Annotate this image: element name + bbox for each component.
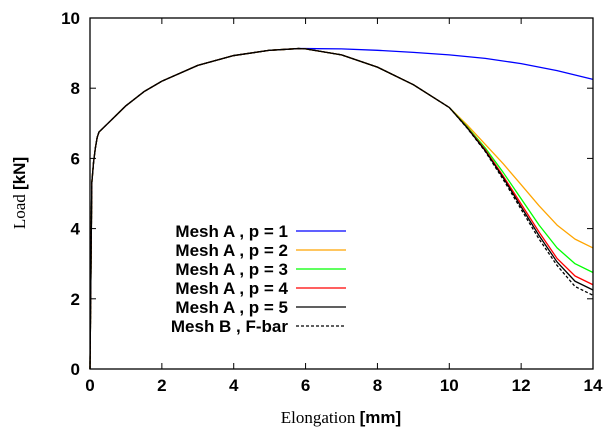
tick-layer: 0 2 4 6 8 10 12 14 0 2 4 6 8 10 <box>61 9 603 395</box>
series-line-6 <box>89 47 594 370</box>
x-tick-label: 8 <box>373 376 382 395</box>
plot-frame <box>89 17 594 370</box>
x-axis-label: Elongation [mm] <box>281 408 401 427</box>
y-tick-label: 8 <box>71 79 80 98</box>
legend-label-1: Mesh A , p = 1 <box>175 222 288 241</box>
legend-label-2: Mesh A , p = 2 <box>175 241 288 260</box>
y-axis-label-unit: [kN] <box>10 157 29 190</box>
y-tick-label: 4 <box>71 220 81 239</box>
y-axis-label-main: Load <box>10 194 29 229</box>
legend-label-3: Mesh A , p = 3 <box>175 260 288 279</box>
y-tick-label: 10 <box>61 9 80 28</box>
x-axis-label-unit: [mm] <box>360 408 402 427</box>
y-axis-label: Load [kN] <box>10 157 29 229</box>
x-tick-label: 4 <box>229 376 239 395</box>
legend-label-5: Mesh A , p = 5 <box>175 298 288 317</box>
y-tick-label: 0 <box>71 360 80 379</box>
y-tick-label: 6 <box>71 149 80 168</box>
legend-label-6: Mesh B , F-bar <box>171 317 289 336</box>
x-tick-label: 0 <box>85 376 94 395</box>
x-tick-label: 14 <box>584 376 603 395</box>
series-layer <box>89 47 594 370</box>
y-tick-label: 2 <box>71 290 80 309</box>
x-axis-label-main: Elongation <box>281 408 356 427</box>
x-tick-label: 12 <box>512 376 531 395</box>
x-tick-label: 2 <box>157 376 166 395</box>
legend-label-4: Mesh A , p = 4 <box>175 279 288 298</box>
x-tick-label: 6 <box>301 376 310 395</box>
x-tick-label: 10 <box>440 376 459 395</box>
